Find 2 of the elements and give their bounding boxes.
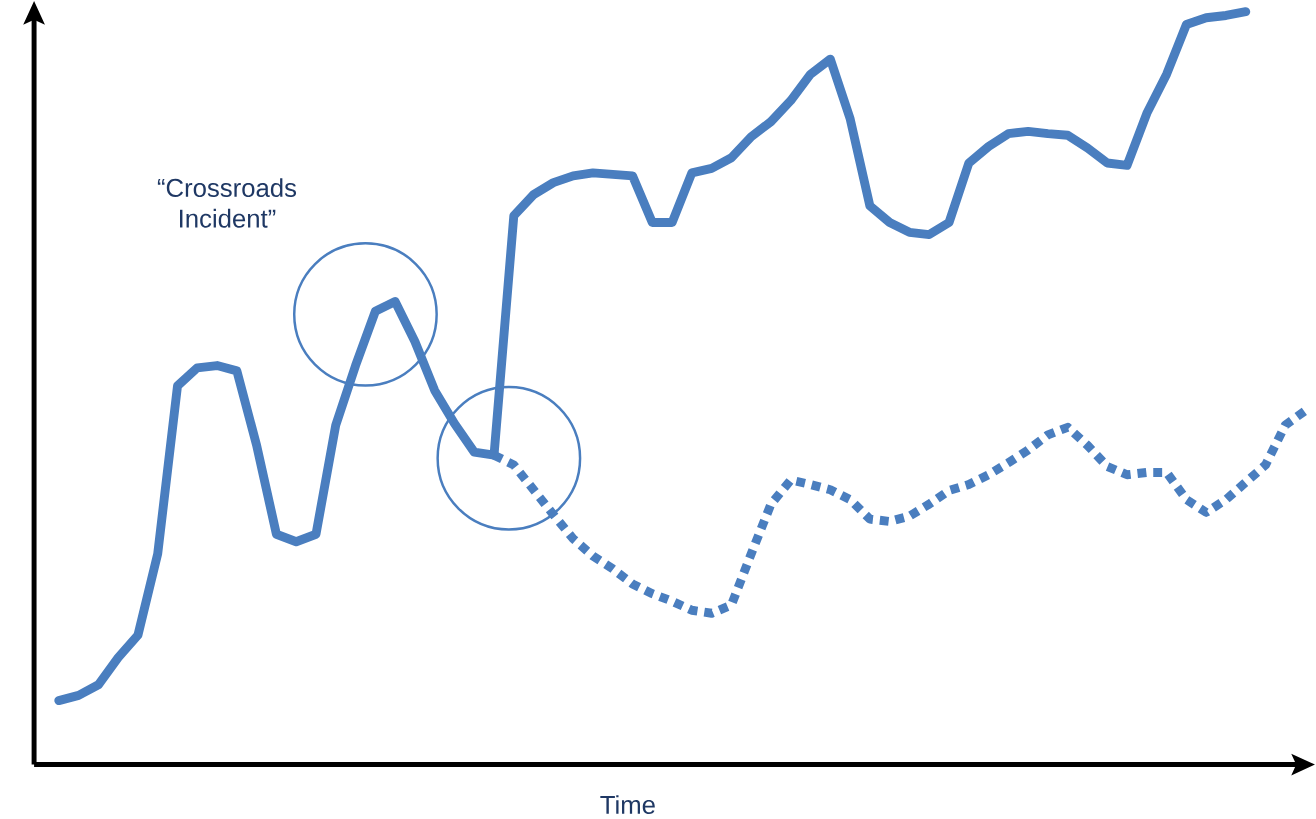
annotation: “Crossroads Incident” <box>157 178 297 228</box>
x-axis-title: Time <box>600 795 655 815</box>
